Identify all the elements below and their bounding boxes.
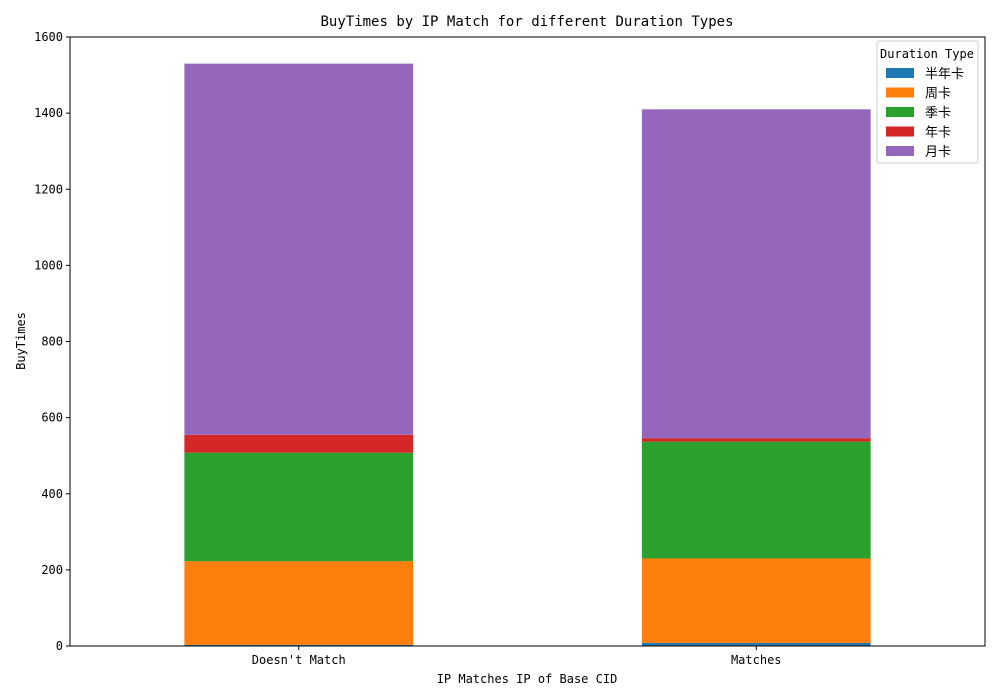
bar-segment-4-0 <box>184 63 414 435</box>
x-tick-label-0: Doesn't Match <box>252 653 346 667</box>
bars-layer <box>184 63 871 646</box>
y-tick-label-3: 600 <box>41 411 63 425</box>
chart-title: BuyTimes by IP Match for different Durat… <box>320 14 733 30</box>
y-tick-label-8: 1600 <box>34 30 63 44</box>
axes-layer: 0 200 400 600 800 1000 1200 1400 1600 Doesn't Mat… <box>34 30 986 667</box>
legend-entry-3: 年卡 <box>925 126 951 141</box>
y-tick-label-7: 1400 <box>34 106 63 120</box>
x-axis-label: IP Matches IP of Base CID <box>437 672 618 686</box>
legend-swatch-2 <box>886 107 914 117</box>
y-tick-label-4: 800 <box>41 335 63 349</box>
legend-swatch-1 <box>886 87 914 98</box>
legend-title: Duration Type <box>880 47 974 61</box>
y-tick-label-5: 1000 <box>34 258 63 272</box>
y-tick-label-2: 400 <box>41 487 63 501</box>
legend-swatch-4 <box>886 146 914 156</box>
legend-entry-4: 月卡 <box>925 145 951 160</box>
x-tick-label-1: Matches <box>731 653 782 667</box>
y-tick-label-6: 1200 <box>34 182 63 196</box>
bar-segment-3-1 <box>641 438 871 442</box>
bar-segment-0-0 <box>184 644 414 646</box>
legend-entry-1: 周卡 <box>925 87 951 102</box>
bar-segment-4-1 <box>641 109 871 439</box>
legend-swatch-0 <box>886 68 914 78</box>
bar-segment-0-1 <box>641 642 871 646</box>
bar-segment-3-0 <box>184 434 414 453</box>
bar-segment-2-0 <box>184 452 414 562</box>
y-tick-label-0: 0 <box>56 639 63 653</box>
bar-segment-1-0 <box>184 561 414 645</box>
y-axis-label: BuyTimes <box>14 312 28 370</box>
y-tick-label-1: 200 <box>41 563 63 577</box>
legend-entry-0: 半年卡 <box>925 67 964 82</box>
legend-swatch-3 <box>886 126 914 137</box>
legend-entry-2: 季卡 <box>925 106 951 121</box>
bar-segment-2-1 <box>641 441 871 559</box>
bar-segment-1-1 <box>641 558 871 643</box>
